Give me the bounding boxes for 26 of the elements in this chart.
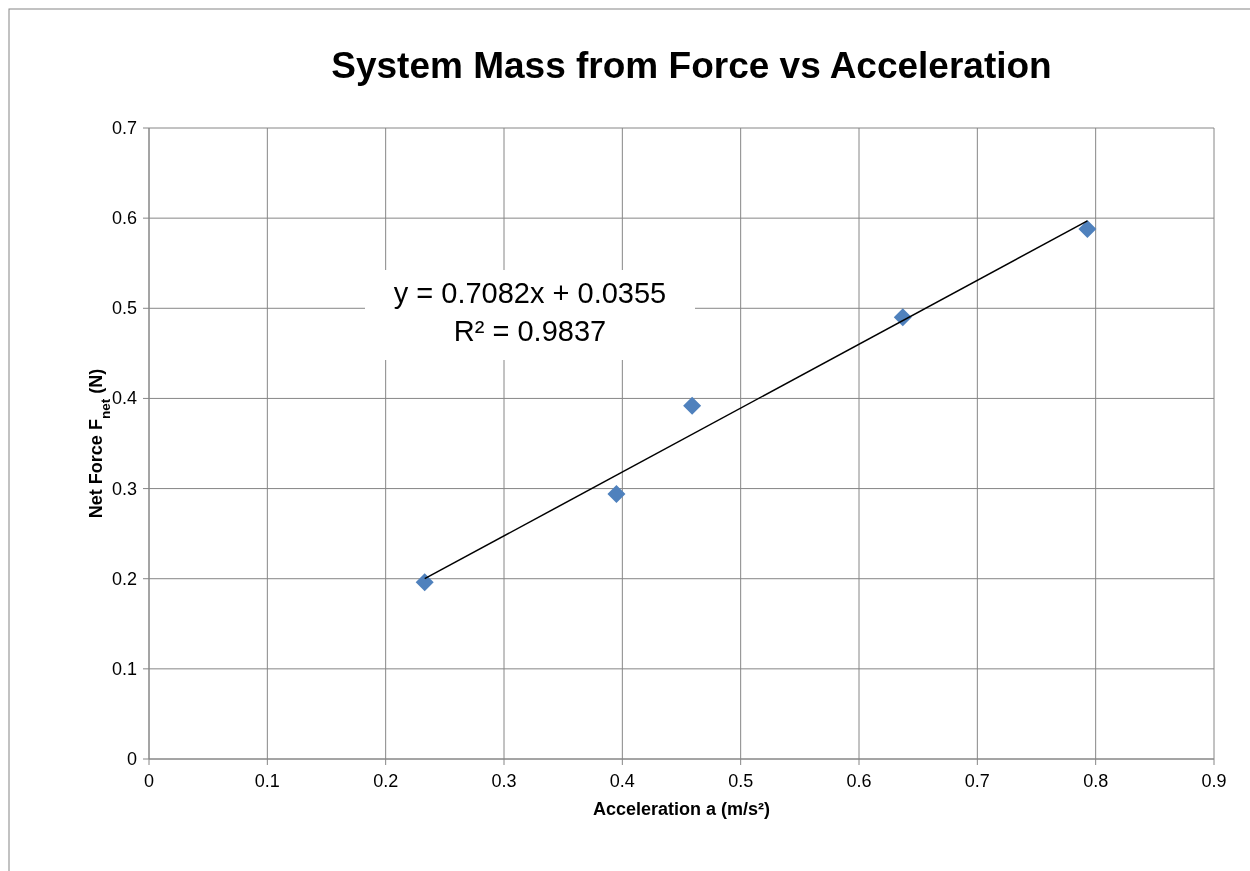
annotation: R² = 0.9837	[453, 315, 607, 347]
x-tick-label: 0.4	[609, 771, 635, 791]
y-tick-label: 0.4	[111, 388, 137, 409]
x-tick-label: 0.9	[1201, 771, 1227, 791]
point	[415, 573, 434, 592]
x-tick-label: 0.3	[491, 771, 517, 791]
point	[683, 396, 702, 415]
chart-title: System Mass from Force vs Acceleration	[331, 45, 1052, 86]
y-tick-label: 0.7	[111, 118, 137, 138]
y-tick-label: 0.6	[111, 208, 137, 229]
x-tick-label: 0.8	[1083, 771, 1109, 791]
x-tick-label: 0	[143, 771, 155, 791]
x-tick-label: 0.2	[373, 771, 399, 791]
y-tick-label: 0	[126, 749, 137, 769]
x-tick-label: 0.1	[254, 771, 280, 791]
x-axis-title: Acceleration a (m/s²)	[592, 799, 771, 819]
y-tick-label: 0.1	[111, 658, 137, 679]
annotation: y = 0.7082x + 0.0355	[393, 277, 667, 309]
x-tick-label: 0.5	[728, 771, 754, 791]
point	[1078, 219, 1097, 238]
x-tick-label: 0.6	[846, 771, 872, 791]
y-tick-label: 0.2	[111, 568, 137, 589]
y-tick-label: 0.3	[111, 478, 137, 499]
y-tick-label: 0.5	[111, 298, 137, 319]
point	[607, 484, 626, 503]
x-tick-label: 0.7	[964, 771, 990, 791]
